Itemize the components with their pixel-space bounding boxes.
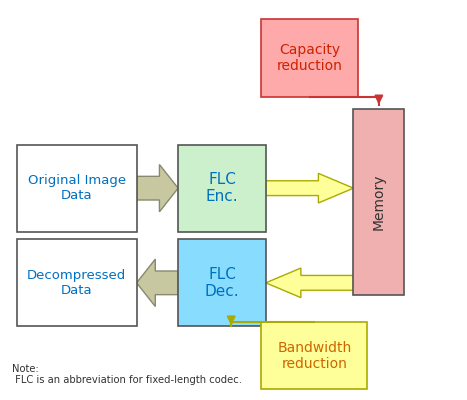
Polygon shape [266,173,354,203]
Text: Note:
 FLC is an abbreviation for fixed-length codec.: Note: FLC is an abbreviation for fixed-l… [12,364,242,385]
Text: Bandwidth
reduction: Bandwidth reduction [277,341,351,371]
FancyBboxPatch shape [261,18,358,98]
Polygon shape [136,164,178,212]
Text: Original Image
Data: Original Image Data [28,174,126,202]
FancyBboxPatch shape [17,145,136,232]
FancyBboxPatch shape [354,109,404,295]
FancyBboxPatch shape [178,240,266,326]
Text: FLC
Enc.: FLC Enc. [205,172,238,204]
FancyBboxPatch shape [17,240,136,326]
Text: Memory: Memory [372,174,386,230]
FancyBboxPatch shape [261,322,368,389]
Polygon shape [136,259,178,306]
Text: FLC
Dec.: FLC Dec. [205,267,239,299]
Polygon shape [266,268,354,298]
FancyBboxPatch shape [178,145,266,232]
Text: Capacity
reduction: Capacity reduction [277,43,343,73]
Text: Decompressed
Data: Decompressed Data [27,269,126,297]
